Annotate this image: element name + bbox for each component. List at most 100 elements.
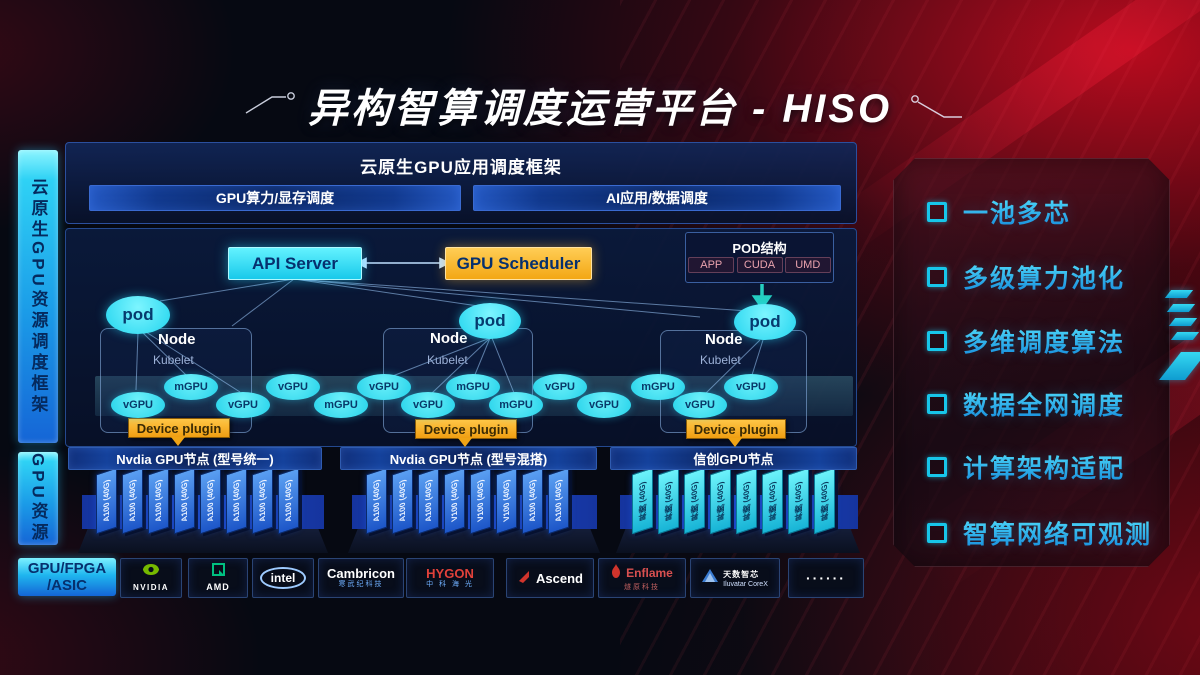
vendor-logo-Cambricon: Cambricon 寒武纪科技 [318, 558, 404, 598]
gpu-card: V100 (40G) [496, 467, 517, 535]
gpu-card: 昇腾 (40G) [814, 467, 835, 535]
gpu-card: A100 (40G) [418, 467, 439, 535]
hardware-type-box: GPU/FPGA /ASIC [18, 558, 116, 596]
vendor-logo-Enflame: Enflame 燧原科技 [598, 558, 686, 598]
gpu-card-label: 昇腾 (40G) [690, 480, 699, 522]
gpu-card-label: A100 (40G) [258, 478, 267, 524]
gpu-ellipse-mgpu: mGPU [164, 374, 218, 400]
vendor-logo-天数智芯: 天数智芯 Iluvatar CoreX [690, 558, 780, 598]
pod-chip-cuda: CUDA [736, 257, 783, 273]
gpu-card-label: 昇腾 (40G) [716, 480, 725, 522]
kubelet-label-3: Kubelet [700, 353, 741, 367]
gpu-card-label: A100 (40G) [424, 478, 433, 524]
gpu-card-label: V100 (40G) [450, 478, 459, 524]
checkbox-bullet-icon [927, 523, 947, 543]
gpu-card-label: A100 (40G) [232, 478, 241, 524]
feature-item: 多级算力池化 [927, 259, 1125, 295]
gpu-card: A100 (40G) [200, 467, 221, 535]
gpu-card: 昇腾 (40G) [736, 467, 757, 535]
amd-square-icon [211, 562, 225, 581]
feature-label: 数据全网调度 [963, 386, 1125, 422]
gpu-card: 昇腾 (40G) [788, 467, 809, 535]
gpu-card-label: A100 (40G) [128, 478, 137, 524]
gpu-card-label: 昇腾 (40G) [768, 480, 777, 522]
group-bar-nvidia-uniform: Nvdia GPU节点 (型号统一) [68, 447, 322, 470]
intel-oval-icon: intel [259, 567, 307, 589]
checkbox-bullet-icon [927, 394, 947, 414]
gpu-ellipse-vgpu: vGPU [111, 392, 165, 418]
app-frame-title: 云原生GPU应用调度框架 [360, 158, 562, 177]
node-label-3: Node [705, 331, 743, 348]
down-arrow-icon [171, 437, 185, 446]
sidebar-label-gpu-resource: GPU资源 [18, 452, 58, 545]
gpu-card: A100 (40G) [122, 467, 143, 535]
vendor-logo-Ascend: Ascend [506, 558, 594, 598]
device-plugin-3: Device plugin [686, 419, 786, 439]
pod-structure-box: POD结构 APP CUDA UMD [685, 232, 834, 283]
device-plugin-2: Device plugin [415, 419, 517, 439]
gpu-ellipse-mgpu: mGPU [489, 392, 543, 418]
gpu-ellipse-vgpu: vGPU [266, 374, 320, 400]
feature-label: 一池多芯 [963, 194, 1071, 230]
gpu-card-label: V100 (40G) [502, 478, 511, 524]
checkbox-bullet-icon [927, 457, 947, 477]
pod-ellipse-2: pod [459, 303, 521, 339]
gpu-card: 昇腾 (40G) [710, 467, 731, 535]
device-plugin-1: Device plugin [128, 418, 230, 438]
node-label-2: Node [430, 330, 468, 347]
gpu-card: A100 (40G) [522, 467, 543, 535]
checkbox-bullet-icon [927, 202, 947, 222]
gpu-card: A100 (40G) [148, 467, 169, 535]
gpu-card-label: 昇腾 (40G) [742, 480, 751, 522]
pod-ellipse-3: pod [734, 304, 796, 340]
gpu-card-label: A100 (40G) [180, 478, 189, 524]
vendor-logo-intel: intel [252, 558, 314, 598]
feature-label: 智算网络可观测 [963, 515, 1152, 551]
gpu-card-label: 昇腾 (40G) [794, 480, 803, 522]
gpu-card-label: A100 (40G) [102, 478, 111, 524]
nvidia-eye-icon [142, 563, 160, 581]
gpu-ellipse-vgpu: vGPU [533, 374, 587, 400]
pod-structure-title: POD结构 [732, 241, 787, 256]
feature-item: 一池多芯 [927, 194, 1071, 230]
feature-label: 计算架构适配 [963, 449, 1125, 485]
gpu-card: V100 (40G) [470, 467, 491, 535]
gpu-card: A100 (40G) [252, 467, 273, 535]
gpu-card: A100 (40G) [174, 467, 195, 535]
gpu-ellipse-vgpu: vGPU [216, 392, 270, 418]
pod-structure-items: APP CUDA UMD [686, 257, 833, 273]
sidebar-label-text: 云原生GPU资源调度框架 [28, 177, 48, 416]
sidebar-label-cloud-native-gpu-framework: 云原生GPU资源调度框架 [18, 150, 58, 443]
gpu-card-label: A100 (40G) [206, 478, 215, 524]
gpu-card-label: A100 (40G) [284, 478, 293, 524]
checkbox-bullet-icon [927, 331, 947, 351]
gpu-scheduler-box: GPU Scheduler [445, 247, 592, 280]
gpu-card: A100 (40G) [548, 467, 569, 535]
gpu-card-label: 昇腾 (40G) [638, 480, 647, 522]
gpu-card: A100 (40G) [278, 467, 299, 535]
feature-label: 多级算力池化 [963, 259, 1125, 295]
feature-panel [893, 158, 1170, 567]
vendor-logo-: ······ [788, 558, 864, 598]
gpu-card-label: A100 (40G) [398, 478, 407, 524]
sidebar-label-text: GPU资源 [28, 453, 48, 544]
gpu-card-label: A100 (40G) [528, 478, 537, 524]
gpu-ellipse-mgpu: mGPU [446, 374, 500, 400]
feature-item: 多维调度算法 [927, 323, 1125, 359]
gpu-card: A100 (40G) [96, 467, 117, 535]
checkbox-bullet-icon [927, 267, 947, 287]
gpu-card: A100 (40G) [366, 467, 387, 535]
gpu-card-label: A100 (40G) [154, 478, 163, 524]
kubelet-label-1: Kubelet [153, 353, 194, 367]
bar-ai-data-scheduling: AI应用/数据调度 [473, 185, 841, 211]
feature-label: 多维调度算法 [963, 323, 1125, 359]
gpu-card-label: 昇腾 (40G) [820, 480, 829, 522]
group-bar-xinchuang: 信创GPU节点 [610, 447, 857, 470]
iluvatar-triangle-icon [702, 569, 719, 587]
gpu-card: A100 (40G) [226, 467, 247, 535]
gpu-ellipse-vgpu: vGPU [357, 374, 411, 400]
feature-item: 智算网络可观测 [927, 515, 1152, 551]
feature-item: 计算架构适配 [927, 449, 1125, 485]
bar-gpu-compute-scheduling: GPU算力/显存调度 [89, 185, 461, 211]
